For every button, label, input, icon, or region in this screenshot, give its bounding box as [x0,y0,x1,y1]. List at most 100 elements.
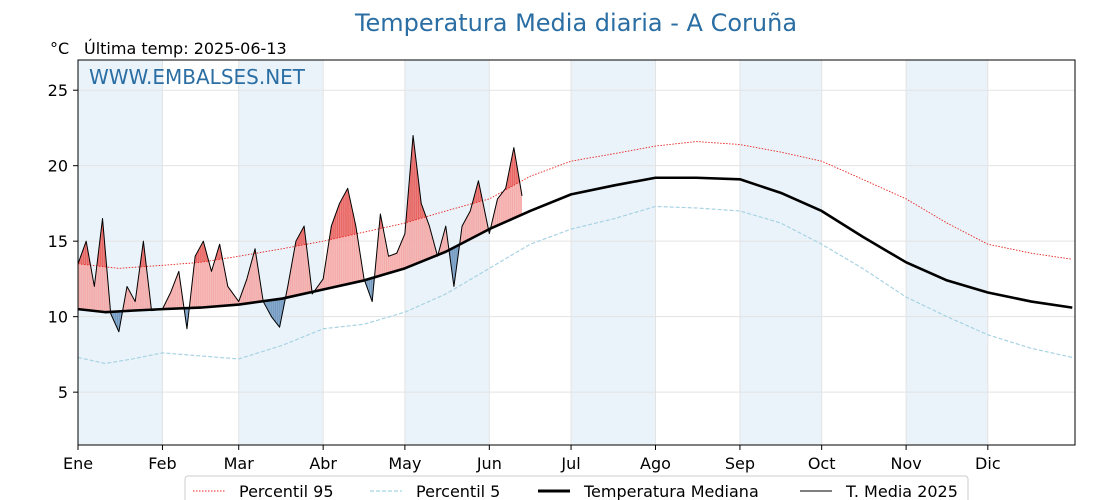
fill-above-median [126,286,128,311]
fill-above-median [143,266,145,311]
fill-above-median [355,233,356,283]
fill-above-median [338,237,339,287]
fill-above-median [346,235,347,285]
fill-above-median [411,221,412,266]
fill-above-p95 [477,183,478,203]
fill-above-median [336,238,337,287]
fill-above-median [327,248,328,289]
fill-above-median [418,218,420,263]
fill-above-median [100,266,102,312]
legend-label-2025: T. Media 2025 [845,482,958,500]
fill-above-median [99,266,101,312]
fill-above-median [396,251,398,271]
fill-above-median [144,266,145,311]
fill-below-median [270,300,271,316]
fill-above-median [421,218,422,262]
fill-above-median [86,264,87,311]
series-line-2025 [77,134,523,333]
fill-above-median [349,235,350,284]
fill-below-median [278,299,279,327]
fill-above-median [411,220,413,266]
month-band [571,60,656,445]
fill-above-median [226,279,228,306]
fill-above-p95 [341,198,343,238]
fill-below-median [280,298,281,324]
fill-above-median [208,261,209,308]
fill-above-median [478,201,480,235]
fill-below-median [115,311,117,326]
fill-above-median [426,216,427,260]
fill-above-median [519,183,521,216]
fill-above-median [507,188,508,222]
fill-above-median [347,235,349,285]
fill-above-median [250,261,252,303]
fill-above-median [201,262,202,308]
fill-above-median [84,264,86,310]
x-tick-label: Jul [560,454,580,473]
fill-above-median [195,262,197,308]
fill-above-p95 [195,253,197,263]
fill-above-p95 [417,169,418,220]
fill-above-median [171,288,172,309]
fill-above-median [105,266,107,313]
fill-above-median [103,266,105,313]
fill-above-median [344,236,345,285]
fill-above-median [387,249,388,274]
fill-above-median [419,218,420,263]
fill-above-median [194,262,196,308]
fill-above-p95 [346,189,347,237]
fill-above-median [430,231,432,258]
fill-above-median [328,239,330,289]
fill-above-median [146,270,148,310]
fill-above-p95 [102,218,104,267]
x-tick-label: May [388,454,421,473]
fill-above-median [386,245,388,274]
fill-above-p95 [476,185,478,203]
fill-above-median [515,184,516,218]
fill-above-median [387,252,389,274]
fill-above-median [298,245,300,295]
fill-above-median [197,262,199,308]
fill-above-median [96,265,98,312]
fill-above-median [103,266,104,312]
fill-above-median [420,218,422,262]
fill-above-median [325,256,327,289]
fill-above-median [350,234,352,284]
month-bands [78,60,988,445]
fill-above-median [101,266,103,312]
fill-above-p95 [201,242,203,263]
fill-above-median [253,253,255,303]
fill-above-median [402,236,404,269]
fill-below-median [271,299,273,318]
fill-above-median [415,219,416,265]
fill-above-median [167,298,168,309]
fill-above-p95 [334,216,335,239]
fill-above-median [402,238,403,270]
fill-above-median [500,194,501,225]
fill-below-median [369,278,371,296]
fill-above-median [235,297,237,305]
fill-above-median [383,228,384,275]
fill-above-p95 [86,241,87,265]
fill-above-median [132,296,134,311]
fill-above-p95 [298,234,300,246]
fill-above-median [465,218,467,242]
fill-above-p95 [513,147,514,186]
fill-above-median [501,192,503,224]
fill-above-median [214,260,215,307]
fill-above-p95 [345,190,347,237]
fill-above-p95 [336,209,338,239]
fill-above-median [86,264,88,311]
fill-above-median [419,218,421,263]
fill-above-median [245,280,247,304]
fill-above-median [231,291,232,306]
fill-above-median [105,266,106,313]
fill-above-median [331,239,333,288]
fill-above-median [325,261,326,290]
fill-above-median [395,253,397,272]
fill-above-median [498,197,499,226]
fill-above-p95 [300,232,301,246]
fill-below-median [118,311,119,332]
fill-above-median [468,213,469,241]
fill-above-p95 [342,197,343,237]
